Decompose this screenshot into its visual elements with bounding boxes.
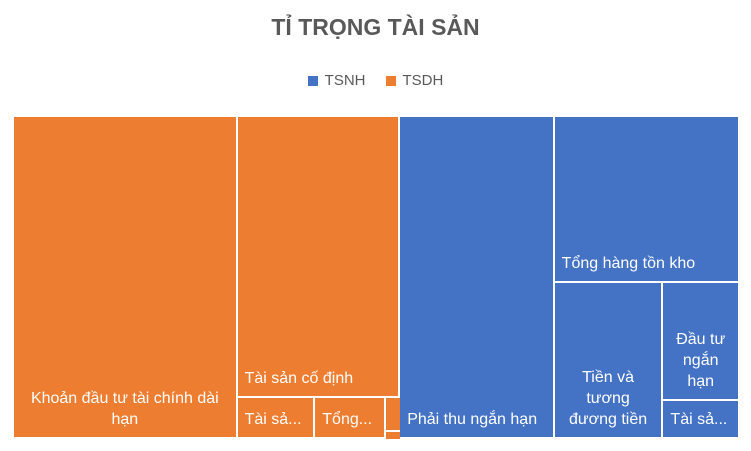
treemap-tile (385, 397, 400, 431)
legend-swatch (385, 75, 396, 86)
treemap-tile: Tổng hàng tồn kho (554, 117, 738, 282)
tile-label: Tổng... (322, 410, 373, 428)
tile-label: Phải thu ngắn hạn (407, 411, 538, 428)
tile-label: Tài sả... (244, 410, 302, 428)
treemap-tile: Tiền và tương đương tiền (554, 283, 662, 437)
treemap-tile: Phải thu ngắn hạn (400, 117, 553, 437)
tile-label: Tiền và tương đương tiền (568, 368, 648, 428)
legend-label: TSDH (402, 72, 444, 89)
tile-label: Tài sản cố định (244, 369, 354, 387)
legend: TSNH TSDH (0, 72, 751, 89)
tile-label: Tổng hàng tồn kho (561, 255, 696, 273)
tile-label: Tài sả... (670, 410, 728, 428)
tile-label: Đầu tư ngắn hạn (676, 331, 726, 391)
treemap-tile: Tài sản cố định (237, 117, 399, 396)
chart-title: TỈ TRỌNG TÀI SẢN (271, 14, 480, 40)
treemap-tile: Tài sả... (237, 397, 314, 437)
legend-item: TSDH (385, 72, 444, 89)
treemap-tile: Tổng... (315, 397, 384, 437)
legend-swatch (307, 75, 318, 86)
tile-label: Khoản đầu tư tài chính dài hạn (30, 390, 219, 428)
legend-item: TSNH (307, 72, 366, 89)
legend-label: TSNH (324, 72, 366, 89)
treemap-tile: Tài sả... (663, 401, 738, 437)
treemap-tile: Khoản đầu tư tài chính dài hạn (14, 117, 236, 437)
treemap-tile: Đầu tư ngắn hạn (663, 283, 738, 400)
treemap-tile (385, 432, 400, 440)
